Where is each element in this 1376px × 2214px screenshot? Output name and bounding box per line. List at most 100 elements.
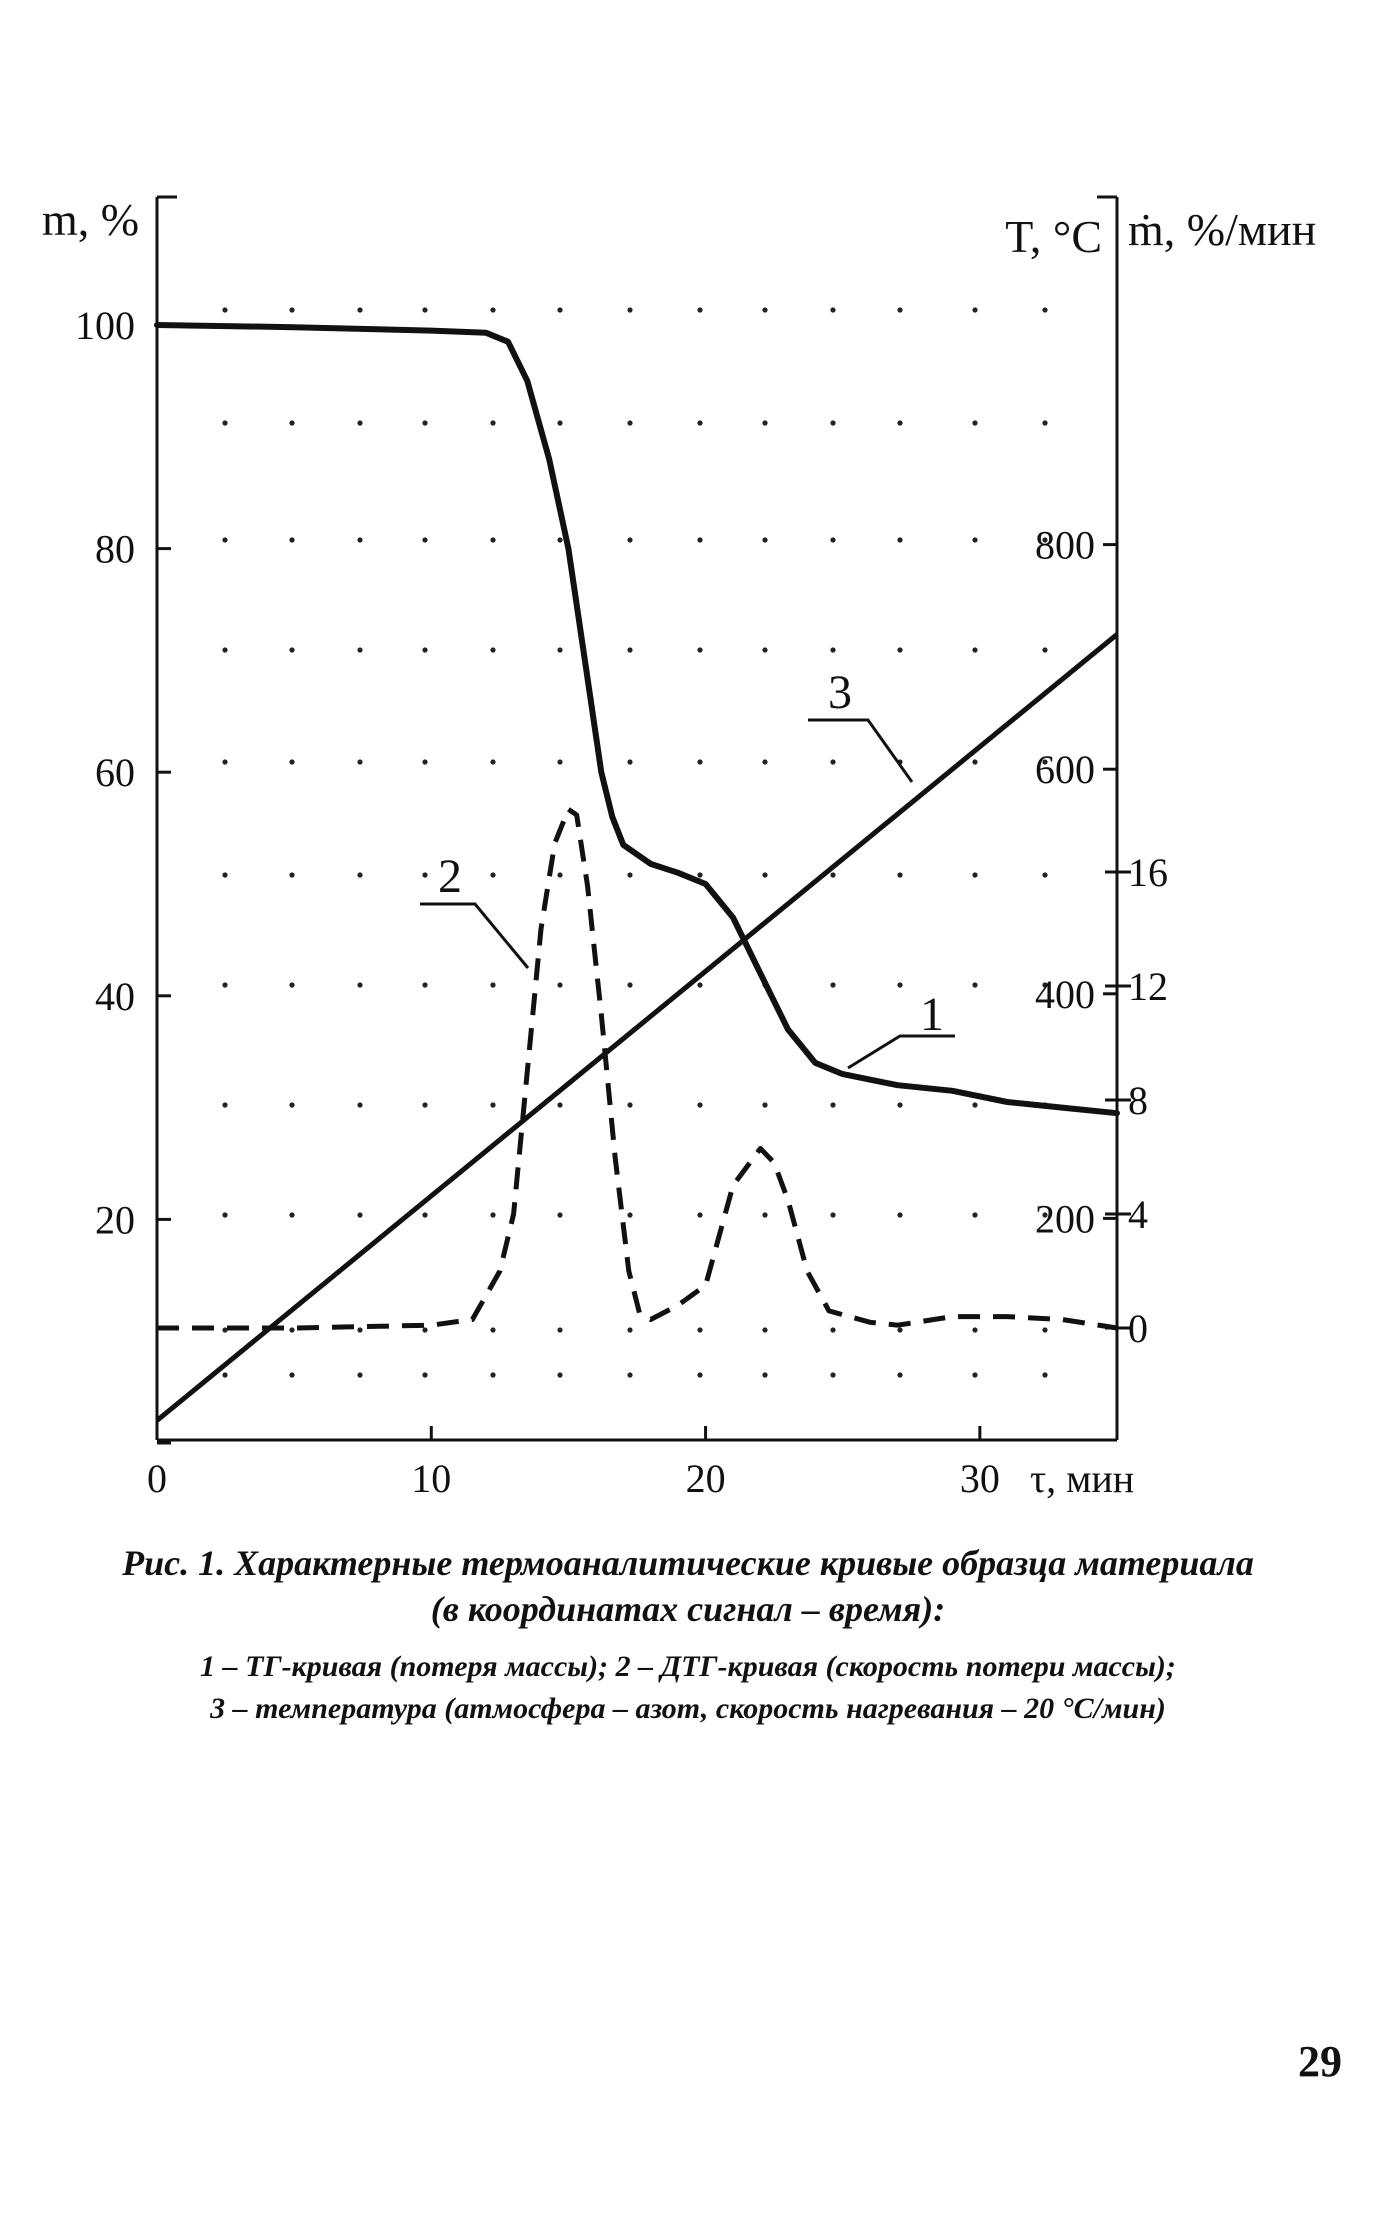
figure-caption-legend-2: 3 – температура (атмосфера – азот, скоро… — [210, 1692, 1166, 1725]
figure-caption-title: Рис. 1. Характерные термоаналитические к… — [122, 1543, 1254, 1583]
grid-dot — [972, 1372, 978, 1378]
grid-dot — [627, 307, 633, 313]
grid-dot — [490, 647, 496, 653]
grid-dot — [762, 420, 768, 426]
grid-dot — [972, 1102, 978, 1108]
grid-dot — [490, 872, 496, 878]
grid-dot — [1042, 307, 1048, 313]
left-axis-title: m, % — [42, 194, 139, 245]
grid-dot — [289, 982, 295, 988]
grid-dot — [830, 1372, 836, 1378]
grid-dot — [627, 759, 633, 765]
series-2-label: 2 — [438, 850, 462, 903]
grid-dot — [897, 982, 903, 988]
grid-dot — [697, 1327, 703, 1333]
series-2-leader — [420, 902, 530, 969]
series-3-curve — [155, 632, 1119, 1423]
grid-dot — [627, 872, 633, 878]
grid-dot — [897, 872, 903, 878]
axis-ticks — [155, 323, 1131, 1445]
grid-dot — [289, 420, 295, 426]
left-tick-label: 60 — [95, 750, 135, 795]
grid-dot — [830, 420, 836, 426]
grid-dot — [972, 647, 978, 653]
grid-dot — [1042, 1212, 1048, 1218]
grid-dot — [222, 1372, 228, 1378]
grid-dot — [897, 647, 903, 653]
grid-dot — [357, 1102, 363, 1108]
grid-dot — [357, 420, 363, 426]
grid-dot — [557, 872, 563, 878]
grid-dot — [557, 1212, 563, 1218]
grid-dot — [222, 759, 228, 765]
grid-dot — [762, 1212, 768, 1218]
grid-dot — [222, 872, 228, 878]
series-3-leader — [808, 718, 914, 783]
grid-dot — [762, 537, 768, 543]
grid-dot — [830, 872, 836, 878]
bottom-tick-label: 30 — [960, 1456, 1000, 1501]
grid-dot — [697, 647, 703, 653]
grid-dot — [490, 420, 496, 426]
grid-dot — [830, 982, 836, 988]
grid-dot — [972, 872, 978, 878]
grid-dot — [762, 1327, 768, 1333]
grid-dot — [972, 1212, 978, 1218]
grid-dot — [222, 1102, 228, 1108]
grid-dot — [557, 982, 563, 988]
grid-dot — [422, 1212, 428, 1218]
grid-dot — [222, 1212, 228, 1218]
bottom-tick-label: 20 — [686, 1456, 726, 1501]
right-inner-tick-label: 600 — [1035, 747, 1095, 792]
grid-dot — [697, 1372, 703, 1378]
grid-dot — [830, 307, 836, 313]
grid-dot — [490, 1372, 496, 1378]
grid-dot — [357, 1212, 363, 1218]
series-1-leader — [847, 1034, 955, 1070]
grid-dot — [490, 1327, 496, 1333]
grid-dot — [830, 1327, 836, 1333]
figure-caption-legend-1: 1 – ТГ-кривая (потеря массы); 2 – ДТГ-кр… — [200, 1650, 1176, 1683]
series-3-label: 3 — [828, 666, 852, 719]
series-1-curve — [154, 322, 1120, 1117]
grid-dot — [830, 647, 836, 653]
grid-dot — [422, 759, 428, 765]
grid-dot — [357, 1327, 363, 1333]
right-inner-tick-label: 400 — [1035, 972, 1095, 1017]
grid-dot — [627, 420, 633, 426]
plot-frame — [155, 195, 1119, 1442]
grid-dot — [697, 307, 703, 313]
grid-dot — [289, 1372, 295, 1378]
figure-caption-subtitle: (в координатах сигнал – время): — [430, 1589, 946, 1629]
grid-dot — [289, 307, 295, 313]
grid-dot — [972, 420, 978, 426]
grid-dot — [422, 1327, 428, 1333]
grid-dot — [289, 1212, 295, 1218]
grid-dot — [357, 1372, 363, 1378]
grid-dot — [490, 307, 496, 313]
right-inner-tick-label: 200 — [1035, 1196, 1095, 1241]
grid-dot — [1042, 420, 1048, 426]
grid-dot — [762, 1102, 768, 1108]
grid-dot — [897, 537, 903, 543]
right-outer-tick-label: 0 — [1128, 1306, 1148, 1351]
series-group — [154, 322, 1120, 1423]
grid-dot — [222, 537, 228, 543]
grid-dot — [422, 647, 428, 653]
grid-dot — [697, 982, 703, 988]
grid-dot — [1042, 1372, 1048, 1378]
grid-dot — [697, 759, 703, 765]
bottom-tick-label: 10 — [411, 1456, 451, 1501]
grid-dots — [222, 307, 1048, 1378]
grid-dot — [830, 537, 836, 543]
grid-dot — [627, 1372, 633, 1378]
grid-dot — [357, 537, 363, 543]
grid-dot — [289, 872, 295, 878]
grid-dot — [897, 420, 903, 426]
series-leaders: 1 2 3 — [420, 666, 955, 1070]
grid-dot — [222, 307, 228, 313]
grid-dot — [222, 647, 228, 653]
grid-dot — [289, 647, 295, 653]
right-outer-tick-label: 4 — [1128, 1192, 1148, 1237]
